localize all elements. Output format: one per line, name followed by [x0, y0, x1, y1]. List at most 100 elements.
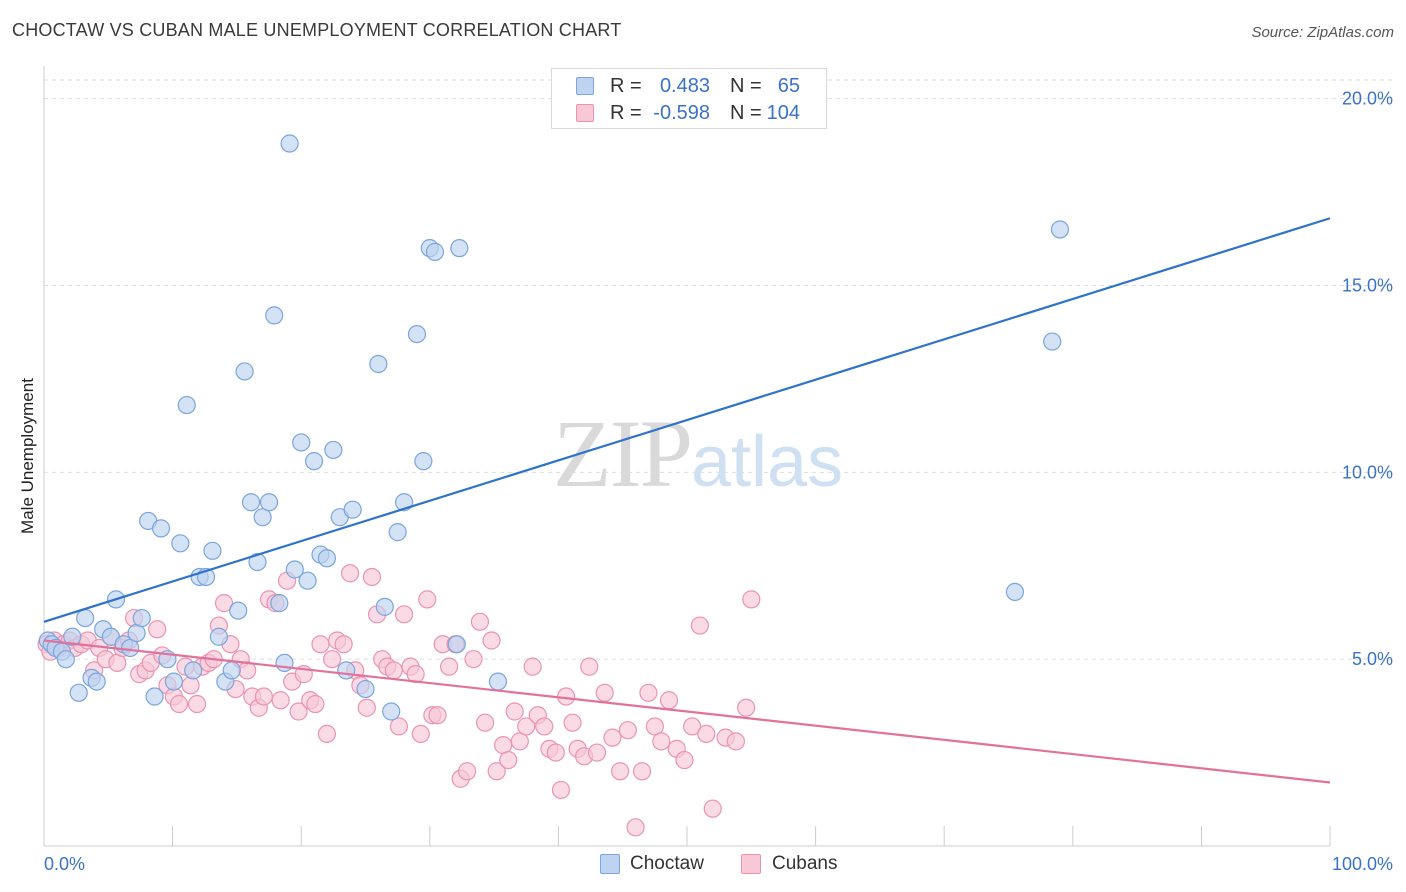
y-tick-label: 20.0%	[1342, 89, 1393, 109]
point-cubans	[428, 706, 447, 725]
point-cubans	[580, 657, 599, 676]
point-choctaw	[253, 508, 272, 527]
point-choctaw	[285, 560, 304, 579]
point-cubans	[187, 694, 207, 714]
point-cubans	[632, 762, 652, 781]
point-cubans	[418, 590, 437, 609]
point-cubans	[411, 724, 430, 744]
watermark-logo: ZIPatlas	[553, 398, 843, 509]
point-choctaw	[241, 493, 261, 512]
point-choctaw	[76, 608, 95, 628]
point-choctaw	[259, 493, 279, 512]
point-cubans	[475, 713, 495, 732]
series-legend-label-cubans: Cubans	[772, 853, 838, 874]
legend-n-label: N =	[730, 102, 762, 124]
point-cubans	[389, 717, 409, 736]
point-choctaw	[304, 452, 324, 471]
point-choctaw	[317, 549, 337, 568]
point-choctaw	[447, 635, 466, 654]
point-cubans	[362, 567, 382, 587]
point-cubans	[703, 799, 722, 818]
point-choctaw	[324, 440, 343, 460]
point-choctaw	[356, 679, 375, 699]
point-cubans	[523, 657, 542, 676]
point-choctaw	[171, 534, 190, 553]
point-choctaw	[369, 354, 388, 374]
series-legend-swatch-choctaw	[600, 854, 620, 874]
point-choctaw	[87, 672, 106, 691]
point-choctaw	[414, 452, 433, 471]
point-choctaw	[270, 594, 289, 613]
point-cubans	[169, 694, 189, 714]
point-choctaw	[63, 627, 82, 646]
point-choctaw	[337, 661, 356, 680]
point-cubans	[271, 691, 290, 710]
point-cubans	[322, 650, 342, 669]
point-cubans	[697, 724, 716, 744]
point-cubans	[340, 564, 360, 583]
point-cubans	[482, 631, 501, 650]
point-cubans	[439, 657, 459, 676]
point-cubans	[587, 743, 607, 762]
series-legend-label-choctaw: Choctaw	[630, 853, 704, 874]
point-choctaw	[1043, 332, 1062, 351]
point-choctaw	[292, 433, 311, 452]
watermark-zip: ZIP	[553, 400, 693, 507]
point-cubans	[737, 698, 756, 717]
point-choctaw	[382, 702, 401, 721]
point-cubans	[394, 605, 414, 624]
chart-source: Source: ZipAtlas.com	[1251, 24, 1394, 41]
legend-n-value-cubans: 104	[766, 102, 800, 124]
legend-n-value-choctaw: 65	[777, 75, 800, 97]
point-cubans	[546, 743, 565, 762]
point-choctaw	[280, 134, 299, 153]
point-choctaw	[222, 661, 241, 680]
legend-swatch-choctaw	[576, 77, 594, 95]
point-cubans	[626, 818, 645, 837]
watermark-atlas: atlas	[691, 422, 844, 502]
trend-line-choctaw	[43, 217, 1331, 623]
point-cubans	[639, 683, 658, 702]
point-choctaw	[388, 523, 407, 542]
point-cubans	[742, 590, 761, 609]
point-cubans	[563, 713, 582, 732]
point-cubans	[181, 676, 200, 695]
chart-title: CHOCTAW VS CUBAN MALE UNEMPLOYMENT CORRE…	[12, 20, 622, 40]
series-legend-swatch-cubans	[741, 854, 761, 874]
point-cubans	[595, 683, 614, 702]
point-cubans	[517, 717, 536, 736]
x-tick-label: 100.0%	[1332, 854, 1393, 874]
point-choctaw	[177, 395, 196, 415]
point-cubans	[457, 762, 477, 781]
point-choctaw	[265, 306, 284, 325]
point-cubans	[148, 620, 167, 639]
legend-swatch-cubans	[576, 104, 594, 122]
legend-r-label: R =	[610, 75, 642, 97]
trend-line-cubans	[43, 639, 1331, 784]
point-cubans	[618, 721, 637, 740]
y-tick-label: 15.0%	[1342, 276, 1393, 296]
point-cubans	[357, 698, 376, 717]
point-choctaw	[56, 650, 75, 669]
legend-n-label: N =	[730, 75, 762, 97]
point-choctaw	[203, 541, 222, 560]
point-cubans	[726, 732, 745, 751]
point-choctaw	[209, 627, 228, 646]
point-choctaw	[164, 672, 183, 691]
point-choctaw	[248, 552, 267, 572]
point-cubans	[334, 635, 353, 654]
point-choctaw	[229, 601, 248, 620]
point-choctaw	[375, 597, 394, 616]
point-cubans	[675, 750, 694, 770]
y-tick-label: 5.0%	[1352, 649, 1393, 669]
point-choctaw	[145, 687, 164, 706]
point-cubans	[603, 728, 622, 747]
point-choctaw	[425, 242, 445, 261]
x-tick-label: 0.0%	[44, 854, 85, 874]
point-choctaw	[275, 653, 294, 673]
point-choctaw	[184, 661, 203, 680]
point-cubans	[535, 717, 554, 736]
point-cubans	[470, 612, 490, 631]
point-choctaw	[298, 571, 317, 590]
point-cubans	[487, 762, 506, 781]
